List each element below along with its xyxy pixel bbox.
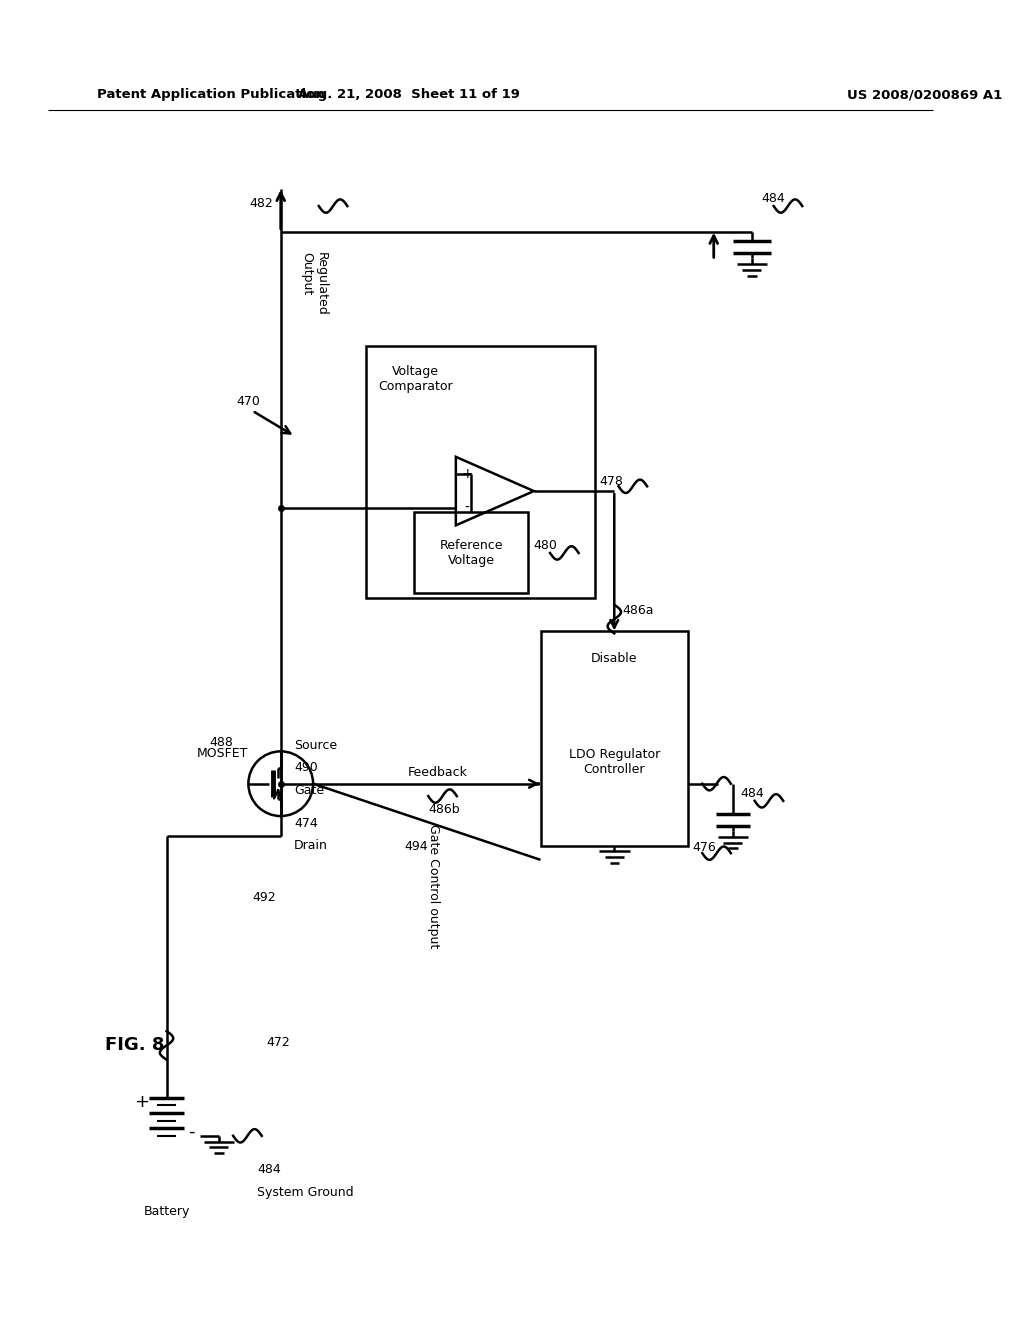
Text: Voltage
Comparator: Voltage Comparator	[379, 366, 454, 393]
Text: 476: 476	[693, 841, 717, 854]
Text: System Ground: System Ground	[257, 1187, 353, 1200]
Text: 492: 492	[252, 891, 276, 904]
Bar	[541, 631, 688, 846]
Text: -: -	[465, 502, 470, 515]
Text: Regulated
Output: Regulated Output	[300, 252, 328, 315]
Text: 472: 472	[266, 1036, 290, 1049]
Text: -: -	[188, 1123, 195, 1140]
Text: Patent Application Publication: Patent Application Publication	[97, 88, 325, 102]
Text: Gate Control output: Gate Control output	[427, 825, 439, 949]
Text: MOSFET: MOSFET	[197, 747, 249, 760]
Text: 484: 484	[761, 191, 785, 205]
Text: US 2008/0200869 A1: US 2008/0200869 A1	[847, 88, 1002, 102]
Text: Aug. 21, 2008  Sheet 11 of 19: Aug. 21, 2008 Sheet 11 of 19	[298, 88, 520, 102]
Text: FIG. 8: FIG. 8	[104, 1036, 164, 1055]
Text: 474: 474	[294, 817, 317, 830]
Text: 484: 484	[257, 1163, 281, 1176]
Text: 494: 494	[404, 840, 428, 853]
Text: 484: 484	[740, 787, 764, 800]
Text: Drain: Drain	[294, 840, 328, 853]
Text: +: +	[462, 467, 473, 480]
Text: Disable: Disable	[591, 652, 638, 664]
Text: Source: Source	[294, 739, 337, 752]
Text: +: +	[134, 1093, 150, 1110]
Text: LDO Regulator
Controller: LDO Regulator Controller	[568, 748, 659, 776]
Text: 482: 482	[250, 197, 273, 210]
Text: 478: 478	[599, 475, 624, 488]
Text: 470: 470	[236, 395, 260, 408]
Text: Reference
Voltage: Reference Voltage	[439, 539, 503, 566]
Text: Gate: Gate	[294, 784, 325, 797]
Text: 486a: 486a	[622, 605, 653, 616]
Text: 490: 490	[294, 762, 317, 774]
Text: 488: 488	[209, 737, 233, 750]
Text: Feedback: Feedback	[408, 766, 468, 779]
Text: 480: 480	[532, 539, 557, 552]
Text: Battery: Battery	[143, 1205, 189, 1218]
Bar	[367, 346, 595, 598]
Text: 486b: 486b	[428, 803, 460, 816]
Bar	[414, 512, 528, 594]
